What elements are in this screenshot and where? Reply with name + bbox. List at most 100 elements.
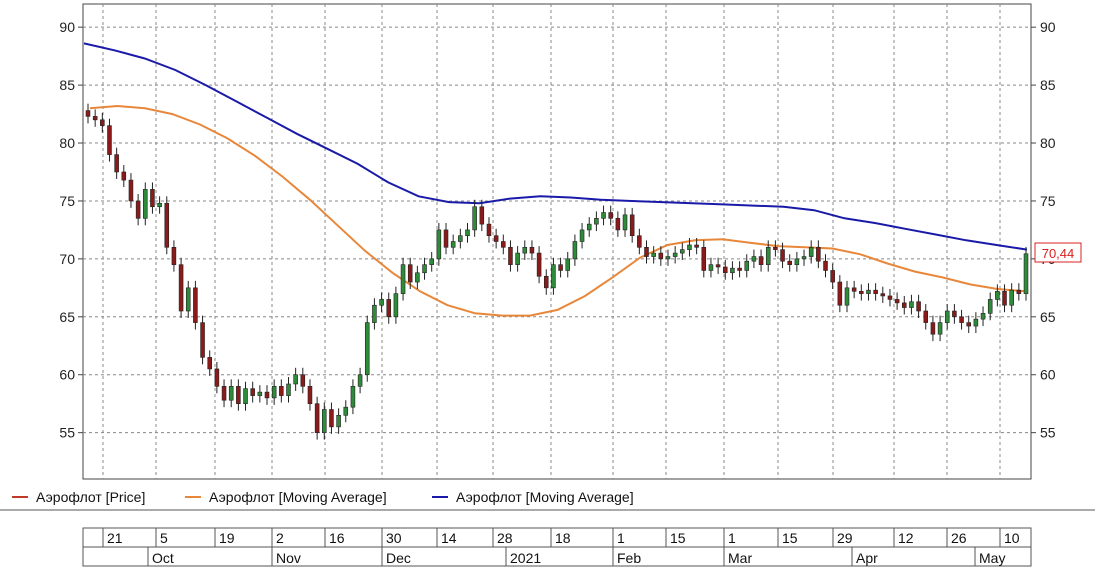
candle [995, 291, 1000, 300]
candle [178, 264, 184, 312]
candle [558, 264, 563, 271]
legend-entry-label: Аэрофлот [Price] [36, 489, 145, 505]
x-month-label: Feb [617, 550, 641, 566]
candle [887, 295, 893, 300]
candle [293, 374, 298, 385]
candle [787, 260, 792, 265]
candle [780, 249, 785, 262]
candle [300, 374, 306, 387]
y-axis-left: 55 60 65 70 75 80 85 90 [59, 19, 83, 441]
candle [680, 249, 685, 254]
candle [859, 291, 864, 294]
candle [128, 179, 134, 202]
candle [873, 289, 878, 294]
candle [866, 289, 871, 294]
x-day-label: 18 [555, 530, 571, 546]
candle [536, 252, 542, 277]
candle [758, 256, 764, 265]
candle [415, 272, 420, 283]
candle [601, 212, 606, 219]
candle [200, 322, 205, 358]
candle [171, 246, 177, 265]
candle [336, 414, 341, 428]
candle [150, 189, 155, 208]
candle [407, 264, 413, 283]
candle [1002, 291, 1007, 306]
y-tick-label: 90 [59, 19, 75, 35]
candle [92, 116, 98, 121]
candle [894, 299, 900, 304]
legend: Аэрофлот [Price] Аэрофлот [Moving Average… [0, 489, 1095, 511]
candle [479, 206, 485, 225]
x-day-label: 15 [782, 530, 798, 546]
candle [515, 252, 520, 265]
x-month-label: Nov [276, 550, 301, 566]
candle [250, 388, 255, 396]
candle [930, 322, 936, 335]
legend-entry-label: Аэрофлот [Moving Average] [456, 489, 634, 505]
candle [185, 287, 191, 312]
candle [837, 281, 843, 306]
y-tick-label: 55 [1040, 425, 1056, 441]
y-tick-label: 85 [59, 77, 75, 93]
candle [801, 256, 807, 260]
y-tick-label: 60 [59, 367, 75, 383]
candle [637, 235, 642, 248]
candle [314, 403, 320, 433]
candle [529, 246, 535, 254]
candle [773, 246, 778, 250]
candle [157, 202, 162, 208]
grid [82, 3, 1032, 480]
last-price-group: 70,44 [1034, 242, 1082, 263]
x-month-label: Mar [728, 550, 752, 566]
candle [443, 229, 449, 248]
x-day-label: 16 [329, 530, 345, 546]
candle [944, 310, 950, 323]
x-day-label: 30 [386, 530, 402, 546]
candle [121, 171, 127, 181]
candle [823, 260, 828, 271]
y-tick-label: 90 [1040, 19, 1056, 35]
candle [1023, 253, 1029, 294]
x-day-label: 26 [951, 530, 967, 546]
candle [393, 293, 399, 318]
candle [543, 275, 549, 289]
candle [465, 229, 470, 237]
candle [851, 287, 857, 292]
y-tick-label: 80 [59, 135, 75, 151]
candle [672, 252, 678, 257]
candle [708, 264, 714, 271]
x-day-label: 12 [898, 530, 914, 546]
x-day-label: 19 [219, 530, 235, 546]
x-month-label: Oct [152, 550, 174, 566]
ma-slow-line [83, 42, 1028, 251]
candle [350, 386, 356, 408]
candle [422, 264, 427, 274]
candle [966, 322, 971, 327]
candle [264, 391, 270, 399]
candle [551, 264, 556, 289]
candle [665, 256, 671, 260]
candle [135, 200, 141, 219]
candle [164, 202, 170, 248]
candle [751, 256, 757, 262]
last-price-box [1034, 242, 1082, 263]
x-axis: 21 5 19 2 16 30 14 28 18 1 15 1 15 29 12 26 10 Oct Nov Dec 2… [82, 527, 1032, 567]
candle [221, 386, 227, 401]
candle [271, 386, 277, 399]
plot-frame [82, 3, 1032, 480]
candle [923, 310, 929, 323]
candle [236, 386, 241, 404]
candle [228, 386, 234, 401]
x-month-label: Dec [386, 550, 411, 566]
candle [794, 258, 800, 265]
candle [816, 246, 821, 262]
x-day-label: 2 [276, 530, 284, 546]
candle [386, 299, 392, 318]
x-day-label: 10 [1004, 530, 1020, 546]
y-tick-label: 65 [59, 309, 75, 325]
candle [572, 241, 578, 260]
x-day-label: 29 [837, 530, 853, 546]
candle [379, 299, 384, 306]
